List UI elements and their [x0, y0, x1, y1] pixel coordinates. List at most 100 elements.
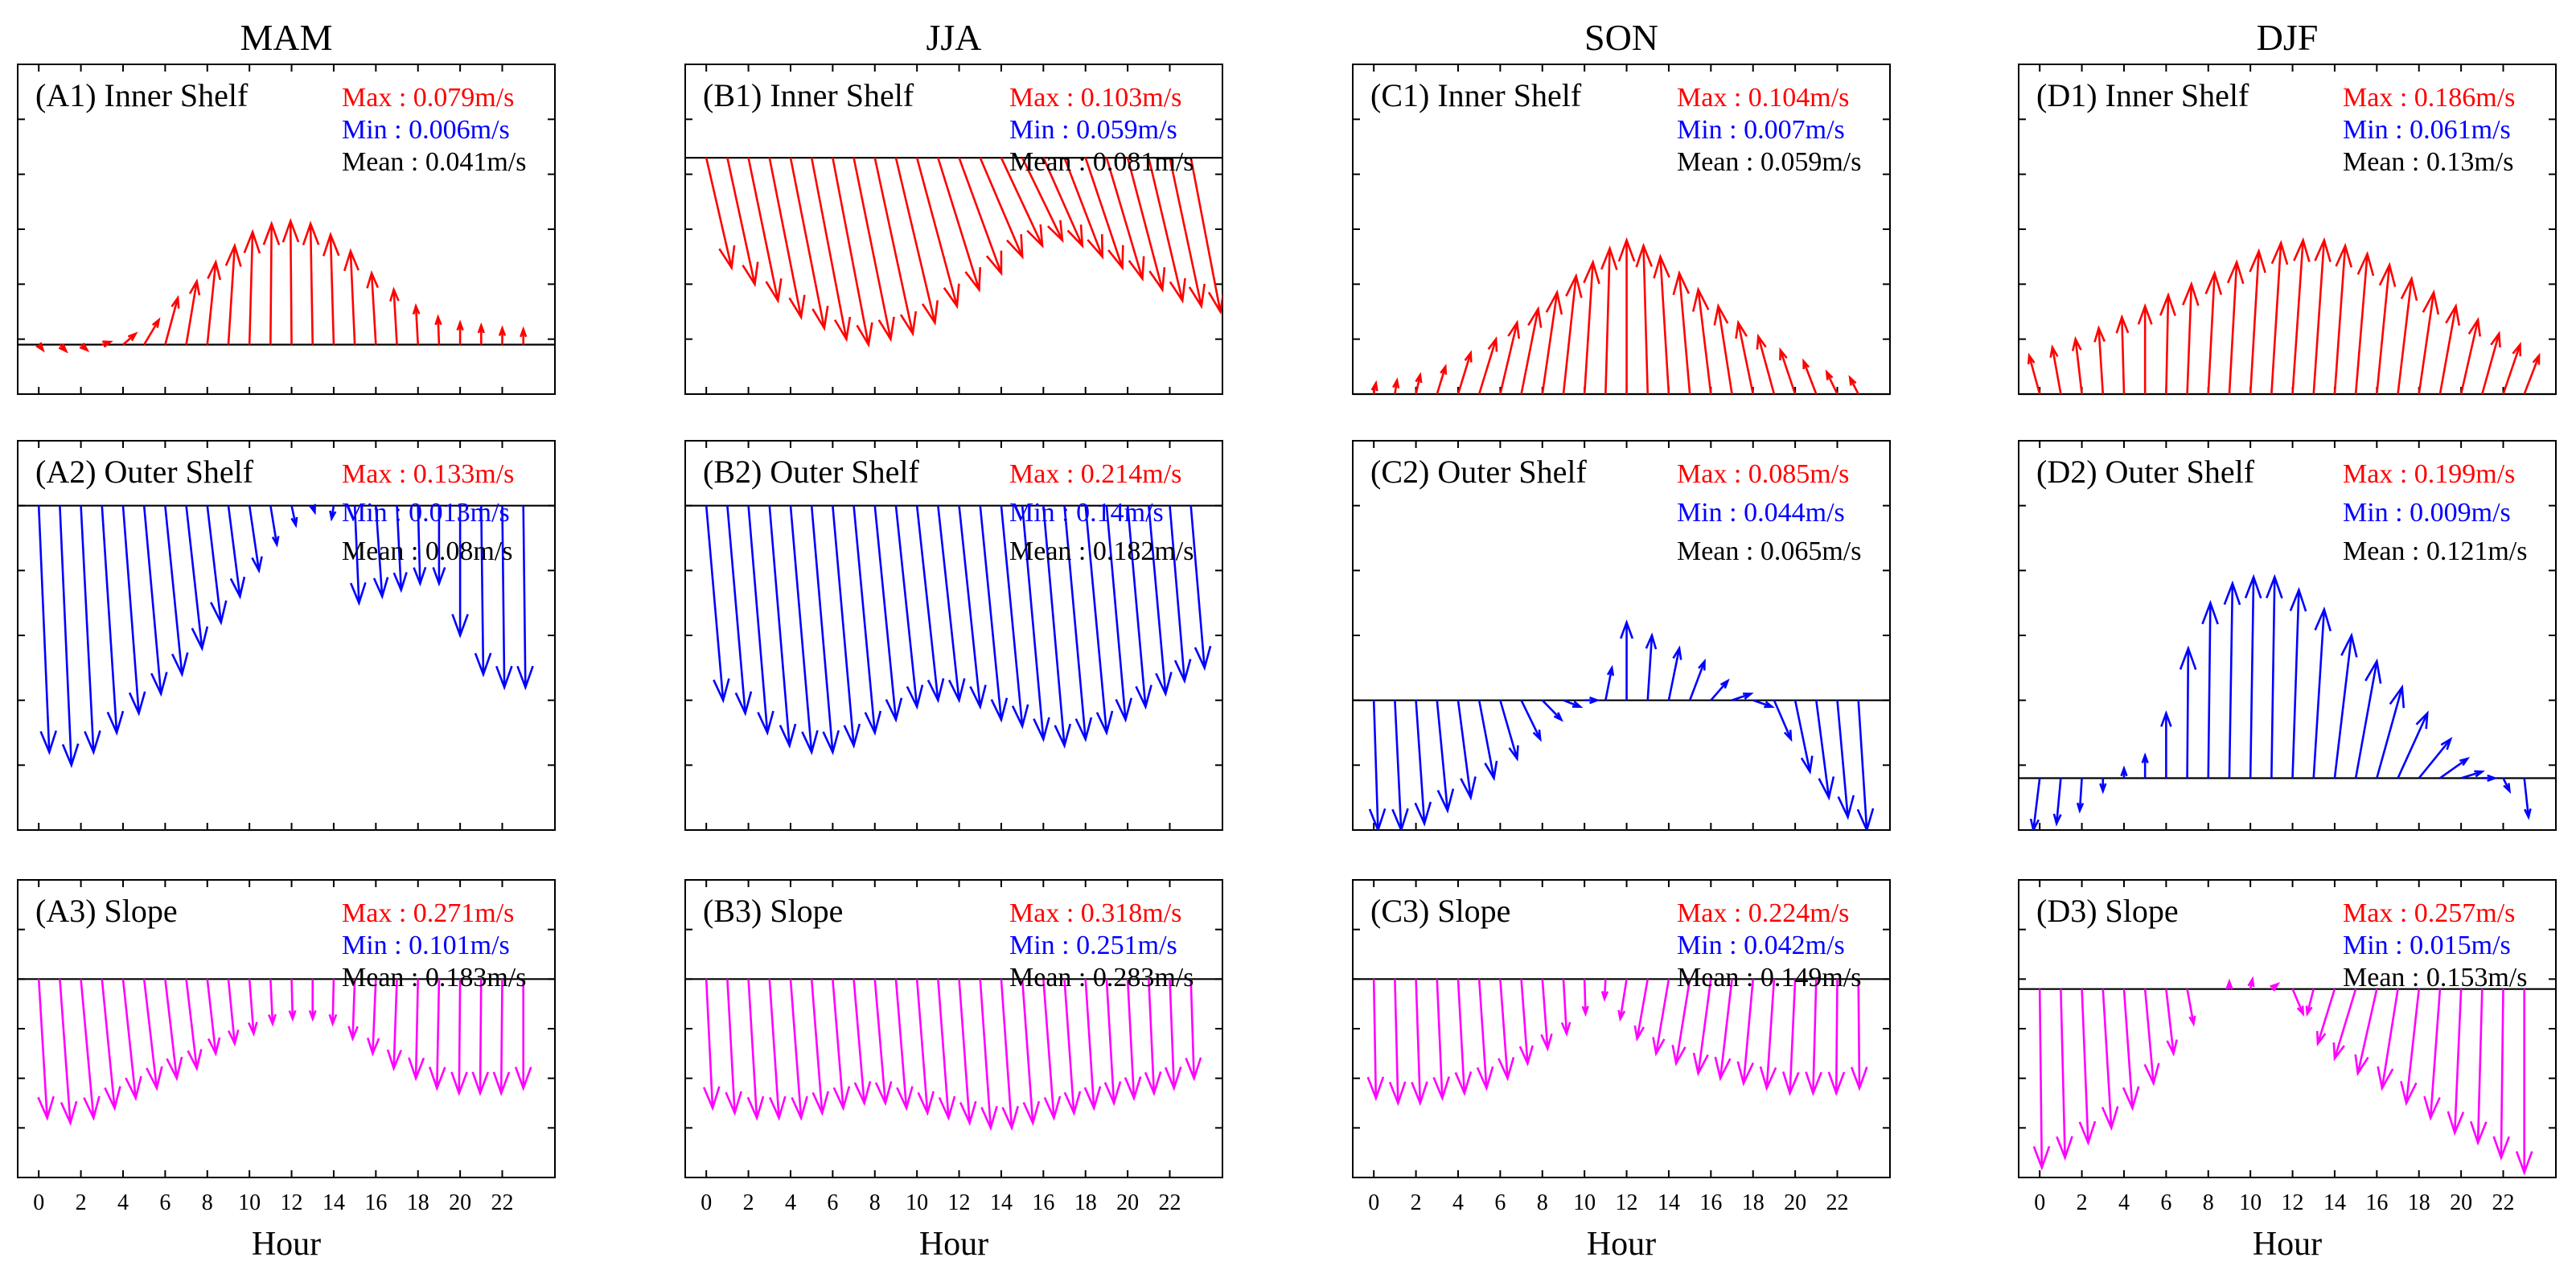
vector-arrowhead — [83, 1095, 101, 1121]
x-tick-label: 18 — [407, 1190, 429, 1215]
vector-arrowhead — [1432, 1076, 1450, 1102]
vector-stick — [705, 505, 725, 701]
vector-stick — [206, 261, 217, 345]
vector-stick — [1456, 979, 1466, 1094]
vector-stick — [1372, 979, 1378, 1099]
min-stat: Min : 0.059m/s — [1009, 115, 1177, 145]
vector-stick — [1757, 335, 1776, 394]
vector-stick — [1169, 505, 1186, 681]
vector-arrowhead — [1581, 1005, 1589, 1017]
vector-arrowhead — [84, 730, 101, 755]
vector-arrowhead — [106, 710, 125, 736]
vector-arrowhead — [302, 220, 320, 246]
vector-arrowhead — [1714, 1056, 1732, 1082]
vector-stick — [269, 505, 278, 545]
vector-stick — [2101, 988, 2113, 1128]
vector-stick — [2078, 778, 2083, 811]
vector-arrowhead — [2029, 818, 2040, 830]
vector-arrowhead — [765, 277, 783, 304]
vector-arrowhead — [347, 1025, 359, 1042]
vector-stick — [768, 157, 803, 318]
vector-arrowhead — [1366, 1076, 1385, 1102]
vector-stick — [747, 979, 758, 1119]
vector-stick — [1812, 979, 1818, 1094]
vector-arrowhead — [1207, 291, 1222, 315]
vector-stick — [329, 234, 335, 345]
vector-arrowhead — [1487, 336, 1498, 352]
vector-arrowhead — [811, 306, 829, 331]
vector-arrowhead — [779, 723, 797, 749]
vector-stick — [1541, 292, 1559, 394]
x-tick-label: 14 — [323, 1190, 345, 1215]
vector-stick — [1394, 700, 1403, 830]
vector-stick — [121, 505, 140, 713]
x-tick-label: 4 — [1452, 1190, 1464, 1215]
vector-arrowhead — [2115, 314, 2130, 334]
vector-arrowhead — [2071, 335, 2082, 351]
x-tick-label: 6 — [2160, 1190, 2171, 1215]
vector-arrowhead — [1370, 380, 1378, 392]
vector-arrowhead — [2354, 1054, 2369, 1077]
vector-arrowhead — [328, 1013, 338, 1027]
vector-stick — [2376, 687, 2404, 779]
vector-arrowhead — [1635, 242, 1654, 268]
vector-stick — [937, 505, 960, 701]
vector-stick — [2038, 988, 2044, 1168]
vector-stick — [2481, 333, 2500, 394]
vector-arrowhead — [2378, 261, 2397, 287]
vector-arrowhead — [2143, 1062, 2160, 1087]
vector-arrowhead — [853, 1081, 872, 1107]
vector-arrowhead — [1764, 701, 1775, 709]
panel-label: (A2) Outer Shelf — [35, 454, 254, 490]
vector-arrowhead — [1194, 645, 1212, 672]
vector-stick — [269, 979, 274, 1024]
vector-arrowhead — [2423, 1095, 2441, 1121]
vector-arrowhead — [343, 248, 359, 272]
vector-stick — [248, 505, 261, 571]
vector-arrowhead — [948, 678, 966, 704]
vector-arrowhead — [1571, 701, 1584, 709]
max-stat: Max : 0.103m/s — [1009, 83, 1181, 113]
vector-arrowhead — [1553, 712, 1563, 722]
vector-arrowhead — [2314, 606, 2332, 631]
vector-arrowhead — [1589, 697, 1600, 705]
vector-stick — [1415, 374, 1422, 394]
vector-stick — [747, 157, 779, 302]
vector-stick — [1372, 700, 1379, 830]
panel-label: (A3) Slope — [35, 893, 178, 929]
min-stat: Min : 0.101m/s — [342, 931, 510, 960]
vector-arrowhead — [2445, 302, 2461, 326]
vector-stick — [1000, 979, 1013, 1128]
vector-stick — [2356, 988, 2378, 1074]
vector-arrowhead — [1848, 375, 1857, 386]
vector-stick — [1636, 979, 1650, 1039]
vector-stick — [832, 505, 855, 746]
vector-arrowhead — [309, 503, 317, 516]
vector-arrowhead — [2223, 580, 2241, 606]
vector-stick — [894, 979, 908, 1108]
vector-stick — [417, 505, 421, 584]
vector-arrowhead — [146, 1066, 163, 1091]
vector-stick — [59, 979, 72, 1124]
vector-stick — [789, 157, 826, 329]
vector-stick — [353, 505, 360, 603]
vector-stick — [80, 505, 95, 753]
x-tick-label: 12 — [281, 1190, 303, 1215]
panel-b2: (B2) Outer Shelf Max : 0.214m/s Min : 0.14… — [684, 440, 1223, 831]
vector-stick — [164, 298, 179, 345]
vector-stick — [1126, 505, 1147, 707]
x-tick-label: 12 — [1616, 1190, 1638, 1215]
vector-arrowhead — [1188, 283, 1206, 310]
vector-stick — [1084, 979, 1095, 1108]
mean-stat: Mean : 0.153m/s — [2343, 963, 2527, 992]
max-stat: Max : 0.318m/s — [1009, 898, 1181, 928]
vector-arrowhead — [990, 697, 1009, 723]
max-stat: Max : 0.104m/s — [1677, 83, 1849, 113]
vector-arrowhead — [1148, 267, 1166, 293]
vector-arrowhead — [2093, 325, 2106, 343]
x-tick-label: 6 — [1494, 1190, 1506, 1215]
vector-arrowhead — [1756, 333, 1767, 350]
vector-stick — [705, 979, 714, 1108]
